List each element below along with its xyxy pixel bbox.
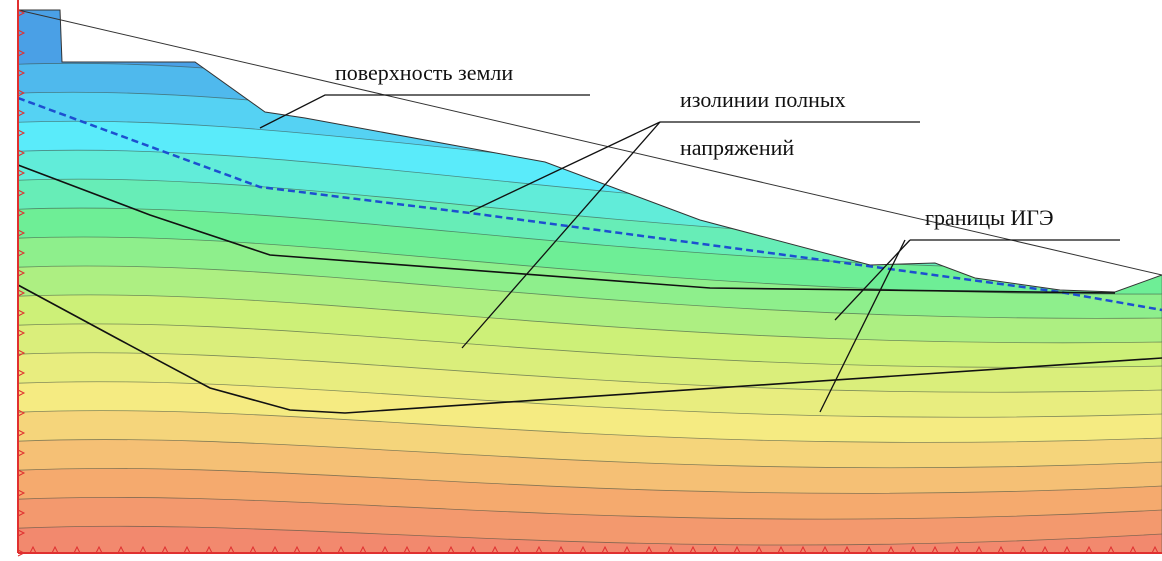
frame-tick <box>139 545 147 554</box>
frame-tick <box>17 9 26 17</box>
frame-tick <box>17 209 26 217</box>
label-isolines: изолинии полных <box>680 87 846 112</box>
frame-tick <box>271 545 279 554</box>
frame <box>17 0 1162 557</box>
label-isolines: напряжений <box>680 135 794 160</box>
frame-tick <box>17 49 26 57</box>
frame-tick <box>17 229 26 237</box>
frame-tick <box>1085 545 1093 554</box>
frame-tick <box>315 545 323 554</box>
frame-tick <box>17 189 26 197</box>
frame-tick <box>17 449 26 457</box>
frame-tick <box>17 69 26 77</box>
frame-tick <box>1107 545 1115 554</box>
ige-boundary <box>17 284 1162 414</box>
frame-tick <box>205 545 213 554</box>
leaders <box>259 94 1120 413</box>
frame-tick <box>601 545 609 554</box>
frame-tick <box>1063 545 1071 554</box>
frame-tick <box>535 545 543 554</box>
frame-tick <box>227 545 235 554</box>
frame-tick <box>777 545 785 554</box>
label-ige-boundaries: границы ИГЭ <box>925 205 1054 230</box>
frame-tick <box>17 489 26 497</box>
frame-tick <box>17 109 26 117</box>
frame-tick <box>667 545 675 554</box>
frame-tick <box>17 289 26 297</box>
frame-tick <box>843 545 851 554</box>
frame-tick <box>161 545 169 554</box>
frame-tick <box>17 509 26 517</box>
frame-tick <box>381 545 389 554</box>
frame-tick <box>17 249 26 257</box>
frame-tick <box>337 545 345 554</box>
water-table <box>17 96 1162 312</box>
frame-tick <box>865 545 873 554</box>
frame-tick <box>997 545 1005 554</box>
ige-boundary <box>17 164 1116 294</box>
frame-tick <box>403 545 411 554</box>
frame-tick <box>733 545 741 554</box>
frame-tick <box>293 545 301 554</box>
band <box>0 555 1162 561</box>
frame-tick <box>579 545 587 554</box>
frame-tick <box>73 545 81 554</box>
frame-tick <box>51 545 59 554</box>
frame-tick <box>17 29 26 37</box>
frame-tick <box>799 545 807 554</box>
frame-tick <box>29 545 37 554</box>
frame-tick <box>1151 545 1159 554</box>
frame-tick <box>447 545 455 554</box>
frame-tick <box>469 545 477 554</box>
frame-tick <box>425 545 433 554</box>
frame-tick <box>95 545 103 554</box>
frame-tick <box>953 545 961 554</box>
frame-tick <box>1041 545 1049 554</box>
frame-tick <box>17 269 26 277</box>
frame-tick <box>513 545 521 554</box>
frame-tick <box>17 309 26 317</box>
frame-tick <box>17 469 26 477</box>
frame-tick <box>645 545 653 554</box>
frame-tick <box>711 545 719 554</box>
frame-tick <box>1019 545 1027 554</box>
frame-tick <box>17 389 26 397</box>
frame-tick <box>755 545 763 554</box>
frame-tick <box>623 545 631 554</box>
frame-tick <box>17 549 26 557</box>
frame-tick <box>17 329 26 337</box>
frame-tick <box>887 545 895 554</box>
frame-tick <box>975 545 983 554</box>
frame-tick <box>909 545 917 554</box>
frame-tick <box>17 89 26 97</box>
frame-tick <box>1129 545 1137 554</box>
frame-tick <box>821 545 829 554</box>
frame-tick <box>359 545 367 554</box>
frame-tick <box>17 529 26 537</box>
frame-tick <box>17 169 26 177</box>
frame-tick <box>491 545 499 554</box>
frame-tick <box>689 545 697 554</box>
frame-tick <box>17 349 26 357</box>
frame-tick <box>931 545 939 554</box>
frame-tick <box>117 545 125 554</box>
frame-tick <box>249 545 257 554</box>
frame-tick <box>183 545 191 554</box>
frame-tick <box>17 149 26 157</box>
frame-tick <box>17 409 26 417</box>
frame-tick <box>557 545 565 554</box>
frame-tick <box>17 369 26 377</box>
label-ground-surface: поверхность земли <box>335 60 513 85</box>
frame-tick <box>17 429 26 437</box>
ground-surface <box>17 9 1162 293</box>
frame-tick <box>17 129 26 137</box>
